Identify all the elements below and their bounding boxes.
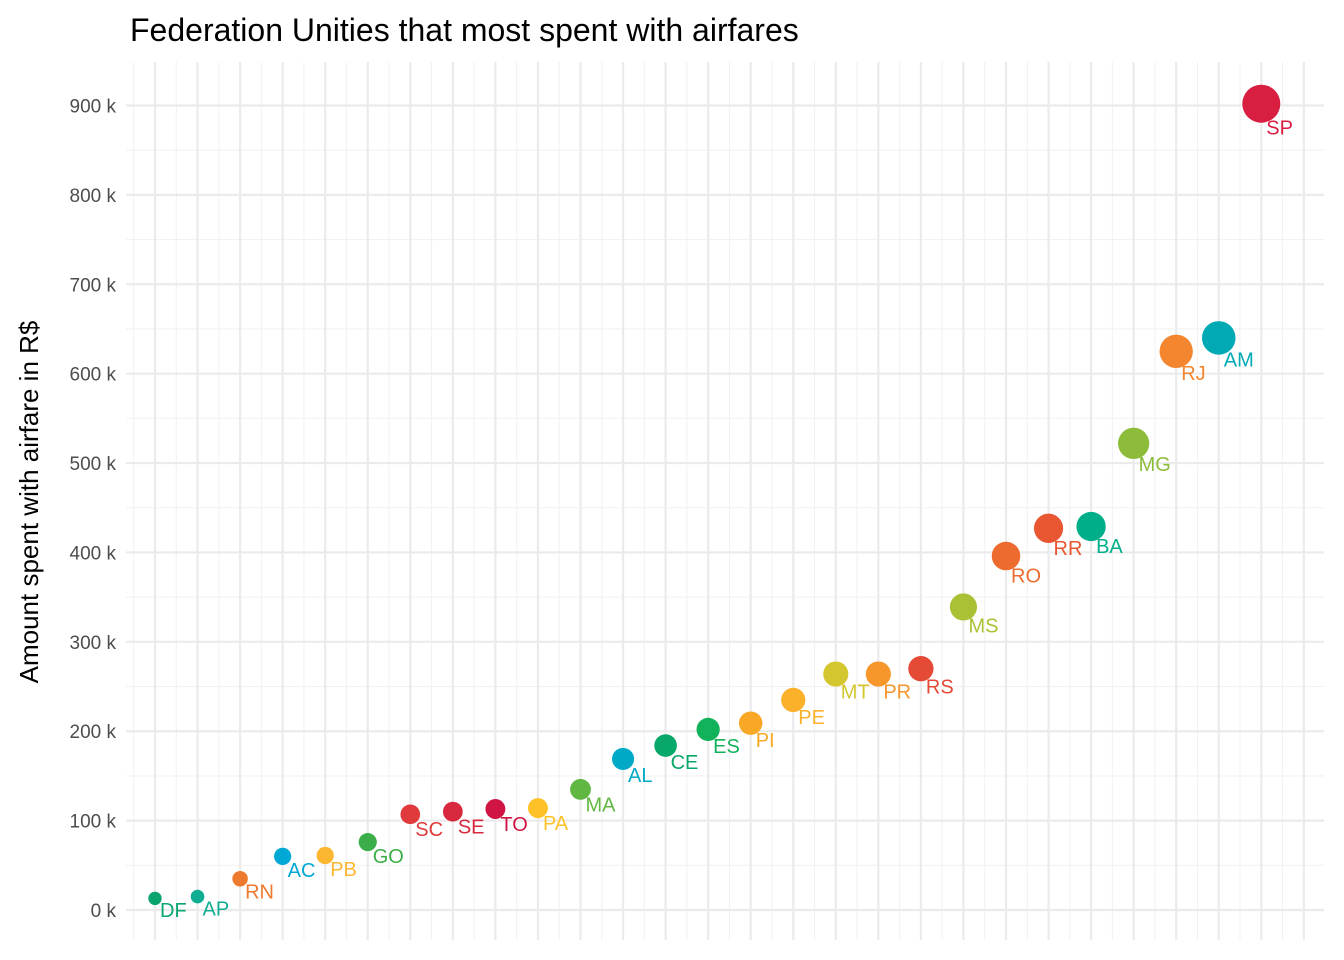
chart-title: Federation Unities that most spent with … <box>130 12 799 48</box>
data-point <box>148 891 162 906</box>
y-tick-label: 400 k <box>70 543 117 564</box>
point-label: AC <box>288 860 316 882</box>
point-label: PB <box>330 859 357 881</box>
data-point <box>738 711 763 735</box>
point-label: PR <box>883 682 911 704</box>
y-axis-title: Amount spent with airfare in R$ <box>14 320 44 683</box>
data-point <box>274 847 292 865</box>
data-point <box>1076 511 1106 542</box>
data-point <box>485 799 506 819</box>
point-label: RR <box>1054 538 1083 560</box>
y-axis-ticks: 0 k 100 k 200 k 300 k 400 k 500 k 600 k 700 k 80… <box>70 97 117 923</box>
grid-lines <box>126 62 1324 940</box>
point-label: AP <box>203 898 230 920</box>
point-label: RN <box>245 881 274 903</box>
y-tick-label: 800 k <box>70 186 117 207</box>
point-label: MS <box>968 616 998 638</box>
y-tick-label: 200 k <box>70 722 117 743</box>
point-label: AL <box>628 765 652 787</box>
y-tick-label: 500 k <box>70 454 117 475</box>
data-point <box>865 661 891 687</box>
data-point <box>527 798 548 819</box>
point-label: ES <box>713 736 740 758</box>
data-point <box>190 889 205 904</box>
point-label: RS <box>926 676 954 698</box>
y-tick-label: 600 k <box>70 365 117 386</box>
data-point <box>1242 84 1281 123</box>
point-label: MG <box>1139 454 1171 476</box>
data-point <box>823 661 849 687</box>
point-label: PE <box>798 707 825 729</box>
data-point <box>1117 427 1150 460</box>
data-point <box>949 593 978 621</box>
point-label: RJ <box>1181 363 1205 385</box>
data-point <box>1159 334 1193 368</box>
data-point <box>570 778 591 800</box>
point-label: PA <box>543 813 569 835</box>
point-label: MT <box>841 682 870 704</box>
data-point <box>1033 513 1064 543</box>
point-label: GO <box>373 846 404 868</box>
y-tick-label: 0 k <box>91 901 117 922</box>
point-label: SC <box>415 819 443 841</box>
y-tick-label: 900 k <box>70 97 117 118</box>
point-label: DF <box>160 900 187 922</box>
point-label: PI <box>756 730 775 752</box>
y-tick-label: 300 k <box>70 633 117 654</box>
point-label: RO <box>1011 565 1041 587</box>
data-point <box>908 655 934 682</box>
point-label: TO <box>500 814 527 836</box>
data-point <box>781 687 806 713</box>
data-point <box>991 541 1021 571</box>
data-point <box>358 833 377 852</box>
point-label: CE <box>671 752 699 774</box>
point-labels: DF AP RN AC PB GO SC SE TO PA MA AL CE ES PI PE MT PR RS MS… <box>160 118 1293 922</box>
point-label: AM <box>1224 350 1254 372</box>
data-point <box>1201 321 1236 355</box>
point-label: BA <box>1096 536 1123 558</box>
point-label: SE <box>458 817 485 839</box>
point-label: SP <box>1266 118 1293 140</box>
y-tick-label: 700 k <box>70 275 117 296</box>
data-point <box>696 717 720 742</box>
data-point <box>442 801 463 822</box>
y-tick-label: 100 k <box>70 812 117 833</box>
data-point <box>232 870 248 887</box>
data-point <box>316 846 334 865</box>
data-points <box>148 84 1281 906</box>
data-point <box>400 804 421 825</box>
point-label: MA <box>586 795 617 817</box>
data-point <box>611 747 635 770</box>
data-point <box>654 734 677 757</box>
